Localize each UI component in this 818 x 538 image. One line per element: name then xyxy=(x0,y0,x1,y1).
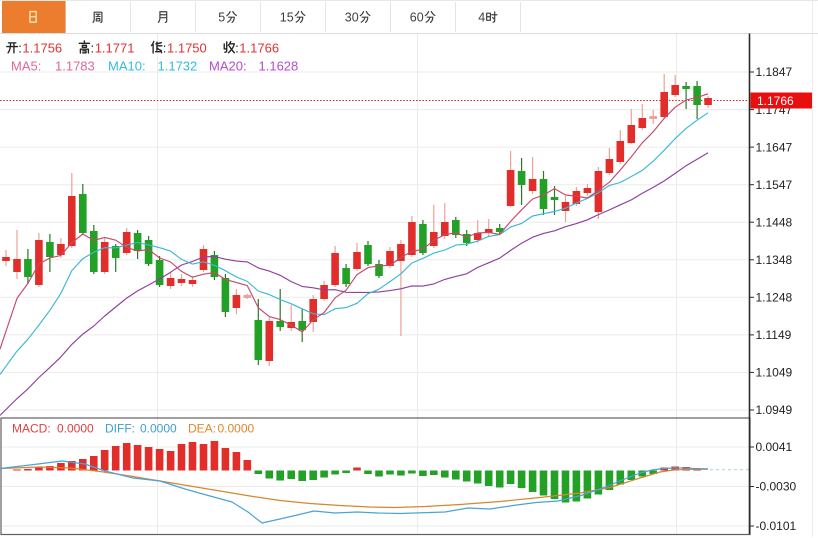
svg-text::: : xyxy=(163,41,167,56)
svg-text:1.1783: 1.1783 xyxy=(55,59,95,74)
svg-text:1.1348: 1.1348 xyxy=(756,253,793,267)
svg-text:1.0949: 1.0949 xyxy=(756,403,793,417)
svg-text:1.1847: 1.1847 xyxy=(756,65,793,79)
svg-text:MA20:: MA20: xyxy=(209,59,247,74)
svg-text:1.1732: 1.1732 xyxy=(158,59,198,74)
svg-text:1.1149: 1.1149 xyxy=(756,328,792,342)
svg-text::: : xyxy=(91,41,95,56)
svg-text:1.1049: 1.1049 xyxy=(756,366,793,380)
svg-text:MA5:: MA5: xyxy=(11,59,41,74)
svg-text:30: 30 xyxy=(345,11,359,25)
svg-text:1.1248: 1.1248 xyxy=(756,291,793,305)
svg-text:1.1547: 1.1547 xyxy=(756,178,793,192)
svg-text:DIFF:: DIFF: xyxy=(105,422,135,436)
svg-text:5: 5 xyxy=(218,11,225,25)
svg-text:4: 4 xyxy=(478,11,485,25)
svg-text:1.1448: 1.1448 xyxy=(756,215,793,229)
svg-text:1.1766: 1.1766 xyxy=(239,41,279,56)
svg-text:DEA:: DEA: xyxy=(188,422,216,436)
svg-text::: : xyxy=(18,41,22,56)
svg-text:0.0041: 0.0041 xyxy=(756,440,793,454)
svg-text:15: 15 xyxy=(280,11,294,25)
svg-text:0.0000: 0.0000 xyxy=(140,422,177,436)
svg-text:MA10:: MA10: xyxy=(108,59,146,74)
svg-text:1.1756: 1.1756 xyxy=(22,41,62,56)
svg-text:-0.0030: -0.0030 xyxy=(756,480,797,494)
svg-text::: : xyxy=(235,41,239,56)
svg-text:1.1771: 1.1771 xyxy=(95,41,135,56)
svg-text:0.0000: 0.0000 xyxy=(57,422,94,436)
svg-text:MACD:: MACD: xyxy=(12,422,51,436)
svg-text:1.1750: 1.1750 xyxy=(167,41,207,56)
svg-text:-0.0101: -0.0101 xyxy=(756,519,797,533)
svg-text:1.1647: 1.1647 xyxy=(756,140,793,154)
svg-text:1.1628: 1.1628 xyxy=(259,59,299,74)
svg-text:60: 60 xyxy=(410,11,424,25)
svg-text:0.0000: 0.0000 xyxy=(218,422,255,436)
svg-text:1.1766: 1.1766 xyxy=(757,94,794,108)
